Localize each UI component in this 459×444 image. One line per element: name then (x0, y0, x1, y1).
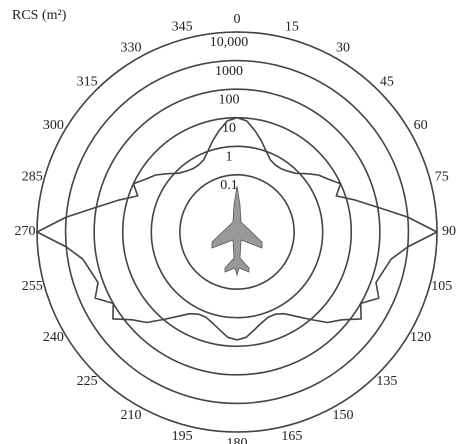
theta-tick-label: 15 (285, 19, 299, 34)
grid-ring (179, 174, 295, 290)
grid-ring (150, 145, 324, 319)
theta-tick-label: 120 (410, 330, 431, 345)
theta-tick-label: 135 (376, 374, 397, 389)
theta-tick-label: 180 (227, 436, 248, 444)
grid-ring (64, 59, 410, 405)
r-tick-label: 100 (219, 92, 240, 107)
r-tick-label: 1000 (215, 64, 243, 79)
theta-tick-label: 330 (121, 41, 142, 56)
rcs-line (36, 116, 438, 341)
aircraft-icon (211, 185, 263, 277)
theta-tick-label: 105 (431, 279, 452, 294)
theta-tick-label: 345 (172, 19, 193, 34)
theta-tick-label: 150 (333, 408, 354, 423)
theta-tick-label: 165 (281, 429, 302, 444)
theta-tick-label: 255 (22, 279, 43, 294)
theta-tick-label: 270 (15, 224, 36, 239)
theta-tick-label: 60 (414, 118, 428, 133)
theta-tick-label: 0 (234, 12, 241, 27)
theta-tick-label: 90 (442, 224, 456, 239)
theta-tick-label: 75 (435, 169, 449, 184)
theta-tick-label: 210 (121, 408, 142, 423)
theta-tick-label: 240 (43, 330, 64, 345)
r-tick-label: 0.1 (220, 178, 238, 193)
theta-tick-label: 315 (77, 74, 98, 89)
grid-ring (93, 88, 381, 376)
theta-tick-label: 300 (43, 118, 64, 133)
theta-tick-label: 225 (77, 374, 98, 389)
r-tick-label: 1 (226, 150, 233, 165)
theta-tick-label: 285 (22, 169, 43, 184)
chart-title: RCS (m²) (12, 8, 67, 23)
theta-tick-label: 30 (336, 41, 350, 56)
theta-tick-label: 45 (380, 74, 394, 89)
r-tick-label: 10,000 (210, 35, 249, 50)
theta-tick-label: 195 (172, 429, 193, 444)
r-tick-label: 10 (222, 121, 236, 136)
